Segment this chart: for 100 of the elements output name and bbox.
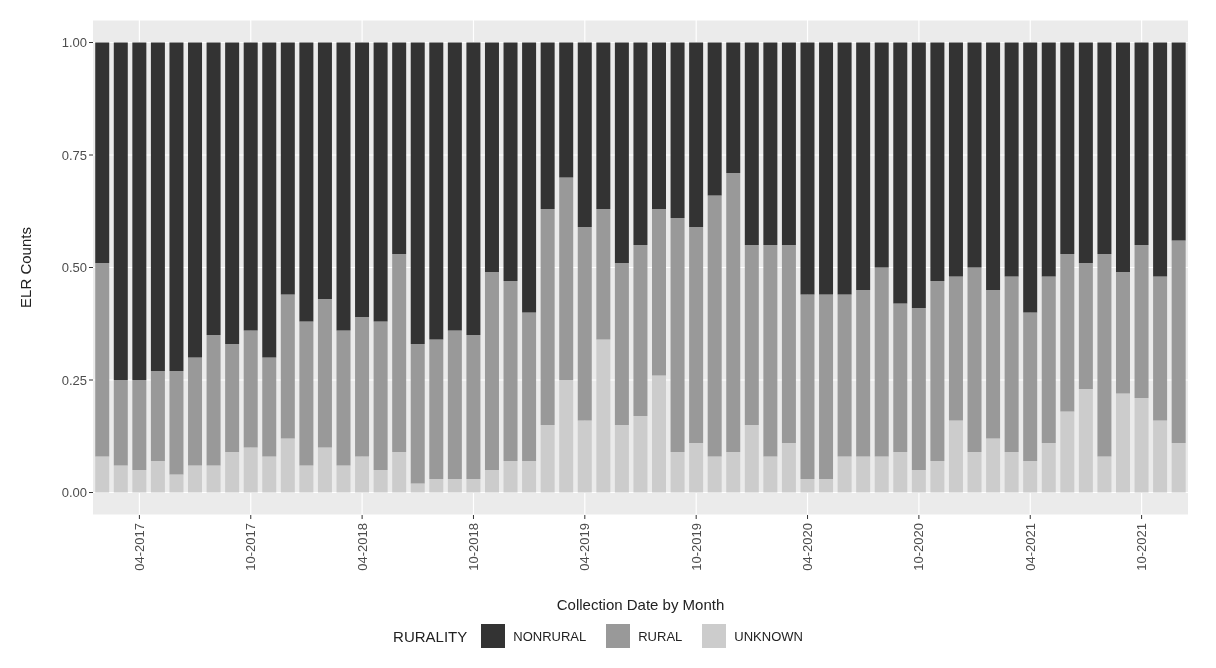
bar <box>1097 456 1112 493</box>
bar <box>336 330 351 466</box>
bar <box>1041 276 1056 443</box>
y-tick-label: 0.25 <box>61 372 87 388</box>
bar <box>466 479 481 493</box>
bar <box>503 281 518 461</box>
bar <box>744 42 759 245</box>
bar <box>522 461 537 493</box>
bar <box>874 456 889 493</box>
bar <box>392 452 407 493</box>
bar <box>707 42 722 196</box>
bar <box>819 479 834 493</box>
x-tick-label: 10-2017 <box>243 523 259 571</box>
bar <box>373 470 388 493</box>
bar <box>948 276 963 421</box>
y-tick-label: 0.50 <box>61 260 87 276</box>
bar <box>1041 443 1056 493</box>
bar <box>262 357 277 457</box>
x-tick-label: 04-2017 <box>131 523 147 571</box>
bar <box>484 272 499 470</box>
bar <box>1060 411 1075 493</box>
bar <box>689 227 704 443</box>
bar <box>911 308 926 470</box>
bar <box>169 42 184 371</box>
x-tick-label: 04-2020 <box>800 523 816 571</box>
bar <box>856 42 871 290</box>
bar <box>225 344 240 452</box>
x-tick-label: 04-2018 <box>354 523 370 571</box>
bar <box>800 479 815 493</box>
legend-title: RURALITY <box>393 627 468 645</box>
bar <box>410 344 425 484</box>
bar <box>1004 42 1019 277</box>
bar <box>1134 245 1149 398</box>
bar <box>911 470 926 493</box>
bar <box>559 177 574 380</box>
bar <box>689 42 704 227</box>
bar <box>1134 42 1149 245</box>
bar <box>819 42 834 295</box>
y-tick-label: 1.00 <box>61 35 87 51</box>
bar <box>633 416 648 493</box>
bar <box>447 330 462 479</box>
bar <box>317 299 332 448</box>
bar <box>169 474 184 493</box>
bar <box>652 209 667 376</box>
bar <box>1153 420 1168 493</box>
bar <box>540 425 555 493</box>
bar <box>614 263 629 425</box>
legend-label: NONRURAL <box>513 628 587 644</box>
bar <box>1023 312 1038 461</box>
bar <box>150 461 165 493</box>
x-tick-label: 04-2019 <box>577 523 593 571</box>
bar <box>1060 42 1075 254</box>
bar <box>670 452 685 493</box>
bar <box>540 209 555 425</box>
bar <box>243 447 258 493</box>
bar <box>596 339 611 493</box>
bar <box>948 420 963 493</box>
bar <box>262 456 277 493</box>
bar <box>243 42 258 331</box>
bar <box>429 479 444 493</box>
bar <box>540 42 555 209</box>
bar <box>447 42 462 331</box>
bar <box>317 447 332 493</box>
bar <box>262 42 277 358</box>
bar <box>763 42 778 245</box>
legend-label: UNKNOWN <box>734 628 803 644</box>
bar <box>447 479 462 493</box>
bar <box>837 42 852 295</box>
bar <box>1004 276 1019 452</box>
bar <box>633 42 648 245</box>
bar <box>95 456 110 493</box>
bar <box>188 42 203 358</box>
bar <box>206 335 221 466</box>
bar <box>132 380 147 470</box>
bar <box>726 452 741 493</box>
bar <box>1097 42 1112 254</box>
bar <box>299 465 314 493</box>
bar <box>986 42 1001 290</box>
bar <box>150 42 165 371</box>
bar <box>856 456 871 493</box>
bar <box>893 452 908 493</box>
bar <box>429 339 444 479</box>
bar <box>744 245 759 425</box>
bar <box>225 452 240 493</box>
bar <box>967 42 982 268</box>
bar <box>466 335 481 479</box>
bar <box>707 195 722 457</box>
bar <box>1153 276 1168 421</box>
bar <box>1171 240 1186 443</box>
bar <box>596 42 611 209</box>
x-axis-title: Collection Date by Month <box>556 596 725 613</box>
bar <box>355 456 370 493</box>
bar <box>837 294 852 457</box>
bar <box>113 42 128 380</box>
x-tick-label: 10-2018 <box>465 523 481 571</box>
bar <box>336 465 351 493</box>
bar <box>169 371 184 475</box>
bar <box>466 42 481 335</box>
bar <box>763 245 778 457</box>
bar <box>800 294 815 479</box>
